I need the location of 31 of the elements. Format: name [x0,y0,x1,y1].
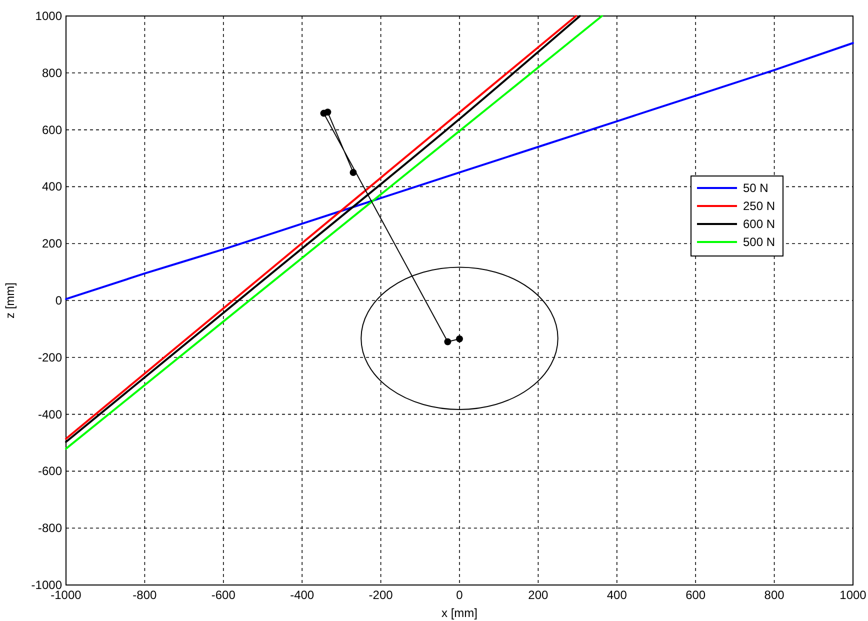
line-series [65,42,854,300]
y-tick-label: 800 [42,66,62,80]
y-tick-label: -800 [38,521,62,536]
x-tick-label: -400 [290,588,314,602]
legend-label: 50 N [743,181,768,195]
x-tick-label: 600 [686,588,706,602]
x-tick-label: -200 [368,588,394,602]
x-axis-title: x [mm] [442,606,478,620]
point [350,168,357,176]
y-tick-label: 600 [42,122,62,137]
y-tick-label: 400 [42,180,62,194]
point [456,335,463,342]
x-tick-label: 400 [606,588,628,602]
x-tick-label: -600 [211,588,236,602]
y-tick-label: -200 [38,350,62,364]
x-tick-label: 1000 [840,588,867,602]
point [444,338,452,346]
x-tick-label: 800 [764,588,785,602]
x-tick-label: 0 [456,588,464,602]
point [320,110,328,117]
y-tick-label: 1000 [35,9,62,23]
legend-label: 600 N [743,217,776,231]
y-tick-label: 0 [55,294,62,308]
y-tick-label: -600 [38,464,62,478]
y-tick-label: -400 [38,407,62,422]
y-axis-title: z [mm] [3,282,17,318]
y-tick-label: 200 [42,236,62,251]
legend-label: 250 N [743,199,776,213]
x-tick-label: 200 [528,588,549,602]
legend-label: 500 N [743,235,776,249]
x-tick-label: -800 [132,588,158,602]
